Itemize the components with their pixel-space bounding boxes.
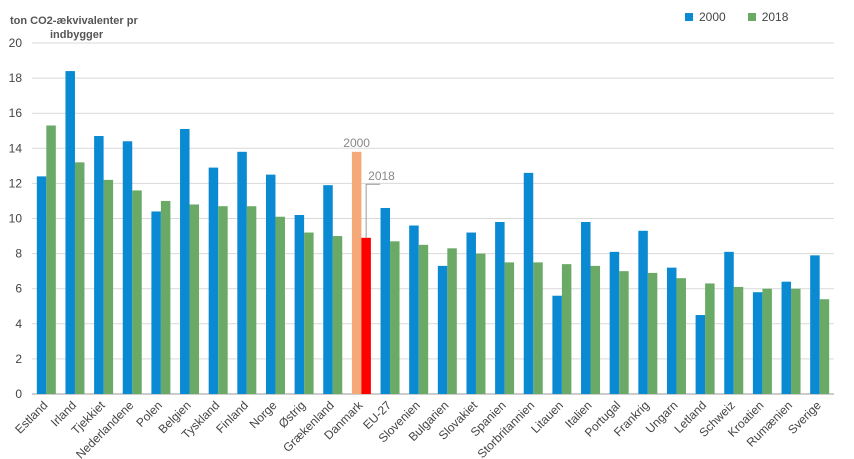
bar-2000-Danmark	[351, 151, 362, 394]
legend-label-2018: 2018	[761, 10, 789, 24]
bar-2000-Ungarn	[666, 267, 677, 394]
bar-2000-Letland	[695, 315, 706, 394]
bar-2018-Kroatien	[762, 288, 772, 394]
bar-2018-Slovenien	[418, 244, 429, 394]
bar-2018-Slovakiet	[475, 253, 486, 394]
bar-2018-Danmark	[361, 237, 371, 394]
bar-2000-Belgien	[180, 128, 190, 394]
y-tick-label: 14	[9, 141, 23, 155]
legend-item-2000: 2000	[685, 10, 726, 24]
bar-2000-Frankrig	[638, 230, 648, 394]
bar-2000-Østrig	[294, 214, 305, 394]
bar-2018-Norge	[275, 216, 285, 394]
y-tick-label: 4	[15, 317, 22, 331]
bar-2000-Grækenland	[323, 185, 333, 394]
y-tick-label: 18	[9, 71, 23, 85]
y-tick-label: 2	[15, 352, 22, 366]
bar-2018-Finland	[246, 206, 257, 394]
bar-2000-Estland	[36, 176, 47, 394]
bar-2018-Belgien	[189, 204, 200, 394]
bar-2000-Italien	[581, 222, 591, 394]
bar-2000-Tyskland	[208, 167, 219, 394]
bar-2018-Tyskland	[218, 206, 228, 394]
bar-2000-Rumænien	[781, 281, 792, 394]
y-tick-label: 8	[15, 247, 22, 261]
y-tick-label: 20	[9, 36, 23, 50]
bar-2018-Schweiz	[733, 286, 744, 394]
legend-item-2018: 2018	[747, 10, 789, 24]
legend-label-2000: 2000	[699, 10, 726, 24]
y-axis-title: ton CO2-ækvivalenter pr indbygger	[10, 14, 200, 42]
bar-2018-Spanien	[504, 262, 515, 394]
bar-2000-Slovenien	[409, 225, 419, 394]
legend: 2000 2018	[685, 10, 788, 24]
bar-2018-Rumænien	[791, 288, 801, 394]
annotation-2000: 2000	[343, 136, 370, 150]
x-tick-label: Litauen	[528, 398, 566, 436]
bar-2000-Nederlandene	[122, 141, 133, 394]
x-tick-label: Norge	[247, 398, 280, 431]
y-tick-label: 0	[15, 387, 22, 401]
annotation-2018: 2018	[368, 169, 395, 183]
y-axis-title-line1: ton CO2-ækvivalenter pr	[10, 15, 138, 27]
bar-2000-Storbritannien	[523, 172, 534, 394]
y-tick-label: 12	[9, 176, 23, 190]
bar-2000-Portugal	[609, 251, 620, 394]
bar-2018-Irland	[74, 162, 85, 394]
x-tick-label: Finland	[213, 398, 251, 436]
bar-2018-Sverige	[819, 299, 830, 394]
legend-swatch-2018	[747, 13, 756, 21]
bar-2018-Ungarn	[676, 278, 686, 394]
bar-2018-Frankrig	[647, 272, 658, 394]
bar-2018-Letland	[705, 283, 715, 394]
bar-2000-Finland	[237, 151, 247, 394]
x-tick-label: Sverige	[785, 398, 824, 437]
bar-2018-Nederlandene	[132, 190, 142, 394]
y-tick-label: 16	[9, 106, 23, 120]
bar-2000-EU-27	[380, 207, 391, 394]
y-axis-title-line2: indbygger	[50, 29, 104, 41]
bar-2000-Norge	[265, 174, 276, 394]
annotation-2018-leader	[365, 183, 381, 238]
bar-2018-Storbritannien	[533, 262, 543, 394]
bar-2018-Østrig	[304, 232, 314, 394]
bar-2000-Spanien	[495, 222, 505, 394]
bar-2000-Litauen	[552, 295, 562, 394]
bar-2018-Italien	[590, 265, 601, 394]
bar-2000-Schweiz	[724, 251, 734, 394]
bar-2018-Bulgarien	[447, 248, 457, 394]
y-tick-label: 10	[9, 212, 23, 226]
bar-2018-Grækenland	[332, 236, 343, 394]
bar-2018-EU-27	[390, 241, 400, 394]
bar-2000-Bulgarien	[437, 265, 448, 394]
x-tick-label: Estland	[12, 398, 50, 436]
bar-2018-Tjekkiet	[103, 179, 114, 394]
bar-2000-Slovakiet	[466, 232, 476, 394]
bar-2000-Tjekkiet	[94, 136, 104, 394]
bar-2000-Irland	[65, 71, 75, 394]
bar-2000-Sverige	[810, 255, 820, 394]
bar-2018-Estland	[46, 125, 56, 395]
bar-2018-Litauen	[561, 264, 572, 394]
bar-2000-Polen	[151, 211, 161, 394]
bar-2018-Portugal	[619, 271, 629, 394]
legend-swatch-2000	[685, 13, 693, 21]
y-tick-label: 6	[15, 282, 22, 296]
bar-2018-Polen	[160, 200, 171, 394]
bar-2000-Kroatien	[752, 292, 763, 394]
